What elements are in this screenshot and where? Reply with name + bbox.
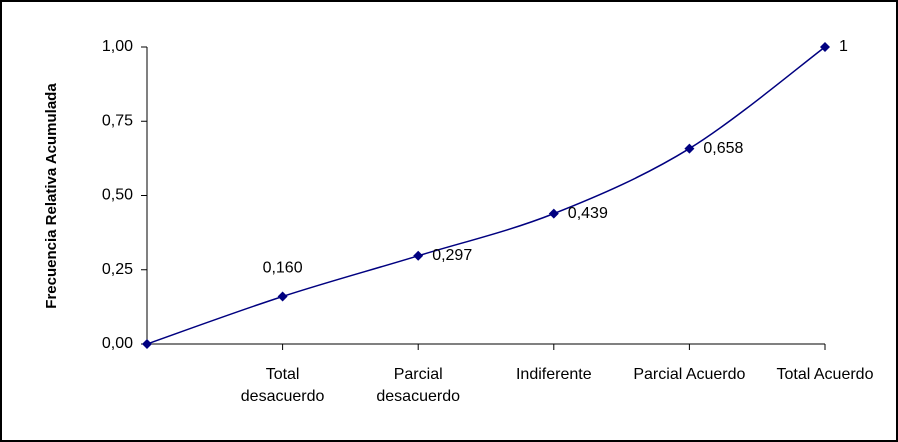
marker (820, 42, 830, 52)
marker (277, 291, 288, 302)
x-tick-label: Indiferente (515, 366, 592, 383)
data-label: 0,297 (432, 247, 472, 264)
x-tick-label: Total Acuerdo (776, 366, 874, 383)
marker (684, 143, 695, 154)
y-axis-title: Frecuencia Relativa Acumulada (43, 83, 60, 309)
marker (142, 339, 152, 349)
marker (548, 208, 559, 219)
x-tick-label: Total desacuerdo (240, 366, 325, 405)
x-tick-label: Parcial desacuerdo (376, 366, 460, 405)
data-label: 0,439 (568, 205, 608, 222)
line (146, 46, 826, 345)
marker (413, 250, 424, 261)
y-tick-label: 0,75 (102, 112, 133, 129)
data-label: 1 (839, 38, 848, 55)
y-tick-label: 1,00 (102, 38, 133, 55)
y-tick-label: 0,50 (102, 187, 133, 204)
y-tick-label: 0,25 (102, 261, 133, 278)
data-label: 0,658 (703, 140, 743, 157)
data-label: 0,160 (263, 260, 303, 277)
x-tick-label: Parcial Acuerdo (633, 366, 746, 383)
y-tick-label: 0,00 (102, 335, 133, 352)
